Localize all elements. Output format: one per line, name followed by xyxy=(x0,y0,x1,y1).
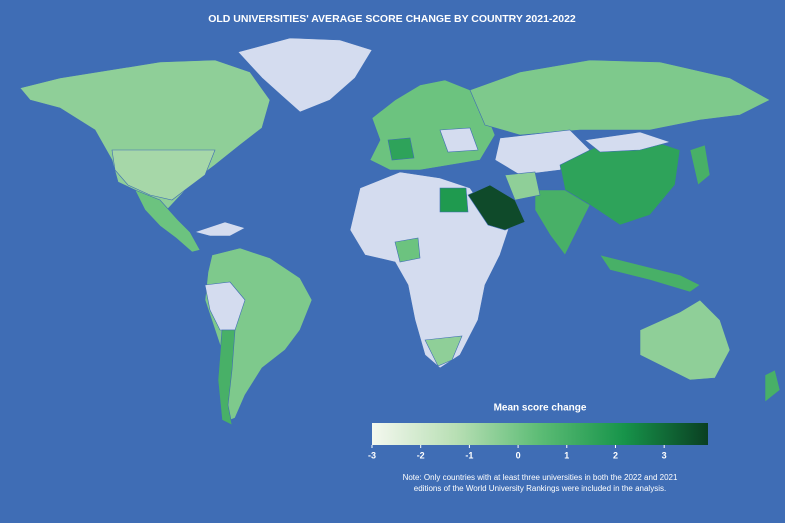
saudi-arabia xyxy=(467,184,526,231)
colorbar-tick-label: 3 xyxy=(662,450,667,460)
russia xyxy=(469,59,771,136)
mongolia xyxy=(584,131,672,153)
india xyxy=(534,189,591,256)
colorbar xyxy=(372,423,708,445)
south-africa xyxy=(424,335,463,367)
colorbar-tick-label: 1 xyxy=(564,450,569,460)
note-line: editions of the World University Ranking… xyxy=(414,484,666,493)
chile xyxy=(217,329,236,426)
nigeria xyxy=(394,237,421,263)
japan xyxy=(689,144,711,186)
colorbar-tick-label: 0 xyxy=(516,450,521,460)
egypt xyxy=(439,187,469,213)
colorbar-tick-label: -3 xyxy=(368,450,376,460)
eastern-europe xyxy=(439,127,479,153)
caribbean xyxy=(193,221,246,237)
iran xyxy=(504,171,541,201)
usa xyxy=(111,149,216,201)
landmasses xyxy=(19,37,781,426)
colorbar-tick-label: -2 xyxy=(417,450,425,460)
map-title: OLD UNIVERSITIES' AVERAGE SCORE CHANGE B… xyxy=(208,13,576,25)
australia xyxy=(639,299,731,381)
colorbar-tick-label: 2 xyxy=(613,450,618,460)
greenland xyxy=(237,37,373,113)
note-line: Note: Only countries with at least three… xyxy=(403,473,678,482)
france xyxy=(387,137,415,161)
africa xyxy=(349,171,511,369)
central-america xyxy=(134,189,201,253)
legend-title: Mean score change xyxy=(494,403,587,414)
new-zealand xyxy=(764,369,781,403)
colorbar-tick-label: -1 xyxy=(465,450,473,460)
indonesia xyxy=(599,254,701,293)
